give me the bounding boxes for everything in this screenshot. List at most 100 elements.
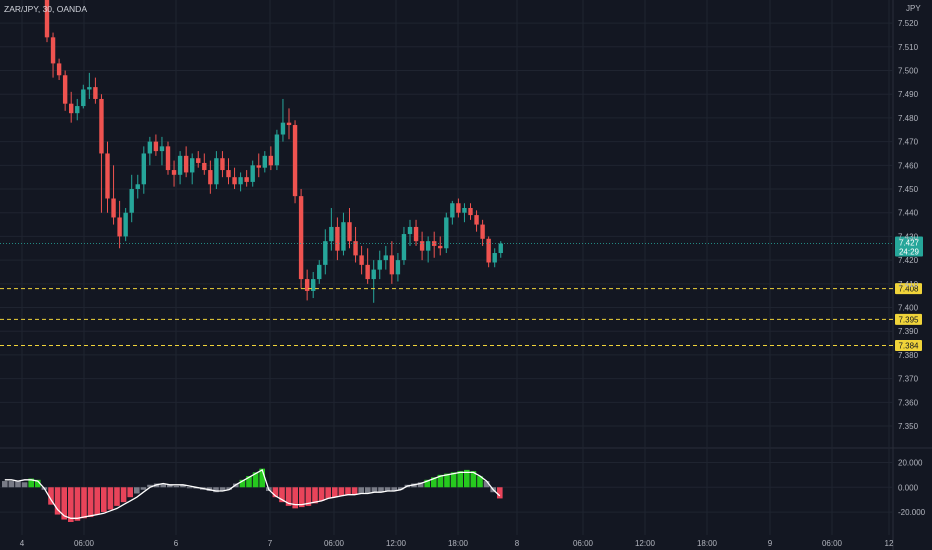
candle-body — [62, 75, 68, 104]
osc-bar — [371, 487, 378, 493]
candle-body — [214, 158, 219, 185]
osc-tick-label: 0.000 — [898, 483, 919, 492]
price-tick-label: 7.350 — [898, 422, 919, 431]
symbol-title[interactable]: ZAR/JPY, 30, OANDA — [4, 4, 87, 14]
osc-bar — [186, 487, 193, 489]
osc-bar — [213, 487, 219, 493]
candle-body — [425, 241, 431, 251]
candle-body — [123, 212, 128, 237]
candle-body — [50, 37, 56, 64]
osc-bar — [279, 487, 285, 503]
price-tick-label: 7.470 — [898, 138, 919, 147]
osc-bar — [424, 479, 430, 488]
price-tick-label: 7.390 — [898, 327, 919, 336]
osc-bar — [431, 477, 437, 488]
candle-body — [69, 103, 74, 114]
osc-bar — [391, 487, 397, 491]
candle-body — [93, 87, 98, 99]
candle-body — [268, 155, 274, 166]
osc-bar — [450, 472, 457, 488]
osc-bar — [134, 487, 140, 494]
osc-bar — [68, 487, 74, 522]
osc-bar — [345, 487, 351, 495]
osc-bar — [470, 471, 477, 488]
candle-body — [220, 158, 225, 171]
osc-bar — [312, 487, 318, 504]
price-tick-label: 7.520 — [898, 19, 919, 28]
candle-body — [492, 253, 497, 263]
price-tick-label: 7.460 — [898, 161, 919, 170]
candle-body — [311, 279, 316, 291]
osc-bar — [384, 487, 391, 491]
candle-body — [335, 226, 340, 251]
osc-bar — [226, 487, 232, 490]
candle-body — [329, 226, 334, 242]
candle-body — [438, 245, 443, 249]
time-tick-label: 12 — [885, 539, 894, 548]
candle-body — [81, 89, 86, 107]
osc-bar — [147, 484, 153, 488]
candle-body — [377, 260, 382, 270]
osc-bar — [173, 486, 180, 488]
candle-body — [274, 134, 280, 166]
candle-body — [413, 226, 419, 242]
osc-bar — [483, 481, 490, 488]
countdown-label: 24:29 — [899, 248, 920, 257]
osc-bar — [318, 487, 325, 501]
osc-bar — [219, 487, 226, 491]
osc-bar — [464, 469, 470, 488]
price-tick-label: 7.430 — [898, 232, 919, 241]
candle-body — [371, 269, 376, 280]
time-tick-label: 06:00 — [822, 539, 843, 548]
candle-body — [129, 189, 134, 213]
price-tick-label: 7.500 — [898, 67, 919, 76]
candle-body — [486, 238, 491, 263]
candle-body — [480, 224, 485, 239]
candle-body — [286, 122, 292, 126]
candle-body — [401, 234, 407, 261]
time-tick-label: 06:00 — [74, 539, 95, 548]
candle-body — [462, 207, 467, 213]
candle-body — [177, 155, 183, 175]
current-price-box — [895, 236, 923, 257]
candle-body — [226, 170, 231, 178]
osc-bar — [54, 487, 61, 515]
time-tick-label: 18:00 — [697, 539, 718, 548]
osc-bar — [15, 481, 21, 488]
price-tick-label: 7.420 — [898, 256, 919, 265]
candle-body — [389, 255, 395, 275]
osc-bar — [94, 487, 100, 515]
osc-bar — [8, 481, 15, 488]
candle-body — [56, 63, 62, 76]
time-tick-label: 9 — [768, 539, 773, 548]
candle-body — [153, 141, 159, 152]
candle-body — [456, 203, 461, 213]
osc-bar — [167, 484, 173, 488]
price-tick-label: 7.360 — [898, 398, 919, 407]
osc-bar — [35, 479, 41, 488]
osc-bar — [107, 487, 114, 510]
osc-bar — [477, 476, 483, 488]
level-label-box — [895, 283, 922, 295]
osc-bar — [87, 487, 94, 518]
time-tick-label: 18:00 — [448, 539, 469, 548]
osc-bar — [417, 482, 424, 488]
osc-bar — [292, 487, 298, 509]
price-tick-label: 7.450 — [898, 185, 919, 194]
time-tick-label: 6 — [174, 539, 179, 548]
candle-body — [117, 217, 122, 237]
osc-bar — [325, 487, 331, 499]
candle-body — [256, 165, 261, 168]
osc-bar — [378, 487, 384, 493]
osc-bar — [48, 487, 54, 505]
candle-body — [208, 170, 213, 185]
candle-body — [190, 158, 195, 173]
candle-body — [44, 0, 50, 38]
candle-body — [419, 241, 425, 251]
osc-bar — [497, 487, 503, 499]
osc-bar — [246, 476, 252, 488]
candle-body — [135, 184, 140, 190]
osc-bar — [252, 472, 259, 488]
